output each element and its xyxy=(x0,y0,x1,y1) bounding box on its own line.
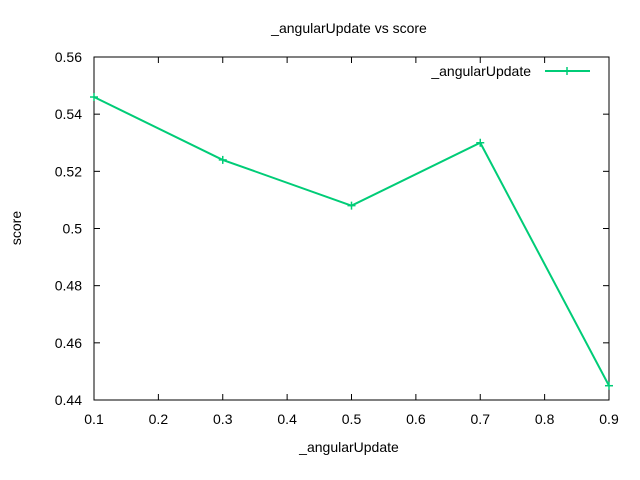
series-layer xyxy=(90,93,613,390)
x-tick-label: 0.2 xyxy=(149,411,169,427)
x-tick-label: 0.6 xyxy=(406,411,426,427)
y-axis-label: score xyxy=(8,211,24,245)
x-tick-label: 0.7 xyxy=(471,411,491,427)
y-tick-label: 0.48 xyxy=(55,278,82,294)
series-line xyxy=(93,96,610,387)
y-tick-label: 0.44 xyxy=(55,392,82,408)
y-tick-label: 0.56 xyxy=(55,49,82,65)
data-point xyxy=(90,93,98,102)
data-point xyxy=(218,155,227,164)
data-point xyxy=(347,201,356,210)
plot-area-border xyxy=(93,56,610,401)
x-axis-label: _angularUpdate xyxy=(298,439,399,455)
y-axis: 0.44 0.46 0.48 0.5 0.52 0.54 0.56 xyxy=(55,49,609,408)
data-point xyxy=(605,381,613,390)
data-point xyxy=(476,138,485,147)
legend: _angularUpdate xyxy=(430,63,590,79)
x-tick-label: 0.4 xyxy=(277,411,297,427)
x-tick-label: 0.5 xyxy=(342,411,362,427)
x-tick-label: 0.9 xyxy=(599,411,619,427)
legend-label: _angularUpdate xyxy=(430,63,531,79)
x-tick-label: 0.3 xyxy=(213,411,233,427)
x-tick-label: 0.8 xyxy=(535,411,555,427)
y-tick-label: 0.46 xyxy=(55,335,82,351)
x-axis: 0.1 0.2 0.3 0.4 0.5 0.6 0.7 0.8 0.9 xyxy=(84,57,619,427)
x-tick-label: 0.1 xyxy=(84,411,104,427)
chart-title: _angularUpdate vs score xyxy=(270,20,427,36)
y-tick-label: 0.52 xyxy=(55,163,82,179)
y-tick-label: 0.5 xyxy=(63,221,83,237)
y-tick-label: 0.54 xyxy=(55,106,82,122)
